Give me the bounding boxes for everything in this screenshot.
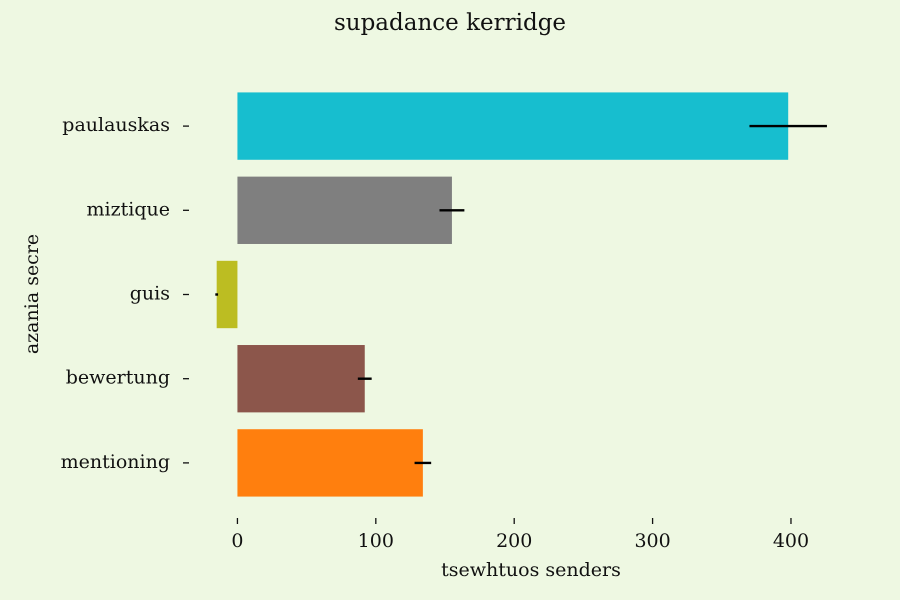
x-tick-label: 0 bbox=[231, 530, 243, 552]
x-tick-label: 400 bbox=[773, 530, 809, 552]
bar-bewertung bbox=[237, 345, 365, 413]
y-tick-label: miztique bbox=[87, 198, 170, 220]
y-axis-label: azania secre bbox=[21, 234, 43, 354]
x-axis-label: tsewhtuos senders bbox=[441, 559, 621, 581]
bar-paulauskas bbox=[237, 92, 789, 160]
bar-mentioning bbox=[237, 429, 423, 497]
x-tick-label: 300 bbox=[634, 530, 670, 552]
y-tick-label: mentioning bbox=[61, 451, 170, 473]
x-tick-label: 200 bbox=[496, 530, 532, 552]
x-tick-label: 100 bbox=[358, 530, 394, 552]
chart-title: supadance kerridge bbox=[334, 10, 566, 36]
y-axis: paulauskas miztique guis bewertung mentionin… bbox=[61, 114, 189, 473]
bar-miztique bbox=[237, 176, 452, 244]
bars-group bbox=[216, 92, 789, 497]
x-axis: 0 100 200 300 400 bbox=[231, 518, 809, 552]
y-tick-label: bewertung bbox=[66, 367, 170, 389]
y-tick-label: guis bbox=[130, 283, 170, 305]
error-bars-group bbox=[215, 124, 827, 465]
y-tick-label: paulauskas bbox=[62, 114, 170, 136]
bar-guis bbox=[216, 260, 238, 329]
